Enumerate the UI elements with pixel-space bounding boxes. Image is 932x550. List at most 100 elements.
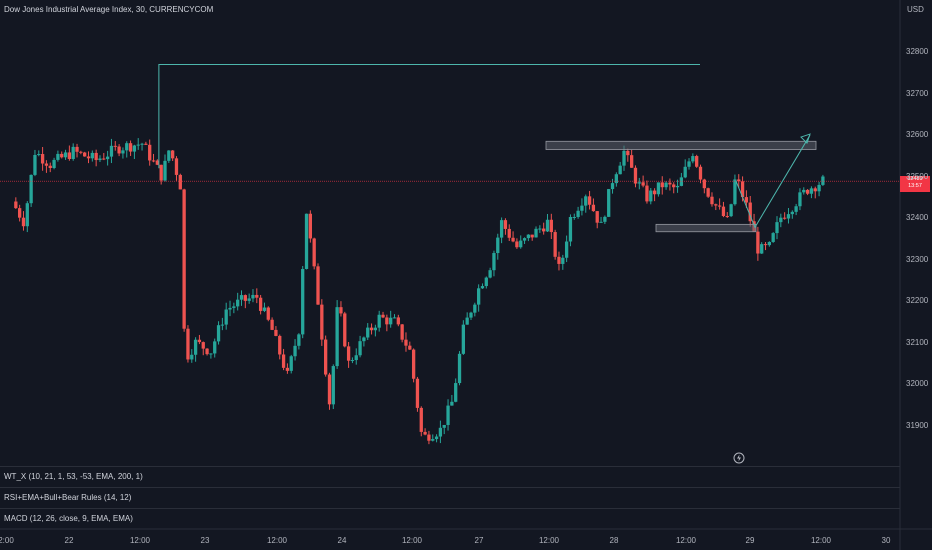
indicator-pane-rsi[interactable]: RSI+EMA+Bull+Bear Rules (14, 12)	[0, 487, 900, 509]
candle-body	[549, 219, 553, 233]
candle-body	[477, 288, 481, 305]
x-tick-label: 12:00	[129, 536, 151, 545]
candle-body	[683, 166, 687, 178]
candle-body	[312, 238, 316, 267]
candle-body	[205, 348, 209, 355]
candle-body	[316, 266, 320, 305]
candle-body	[320, 304, 324, 340]
last-price-time: 13:57	[908, 183, 922, 189]
candle-body	[136, 144, 140, 146]
candle-body	[144, 143, 148, 145]
candle-body	[190, 354, 194, 360]
candle-body	[618, 165, 622, 175]
y-tick-label: 32200	[906, 296, 929, 306]
candle-body	[691, 156, 695, 162]
candle-body	[813, 188, 817, 192]
resistance-high-line	[158, 63, 700, 169]
candle-body	[717, 205, 722, 207]
candle-body	[798, 192, 802, 207]
candle-body	[660, 182, 664, 188]
candle-body	[392, 317, 397, 319]
candle-body	[389, 317, 393, 325]
candle-body	[274, 329, 278, 336]
candle-body	[33, 154, 37, 175]
candle-body	[224, 309, 228, 325]
x-tick-label: 12:00	[401, 536, 423, 545]
candle-body	[228, 307, 232, 310]
candle-body	[381, 314, 385, 318]
indicator-pane-wt[interactable]: WT_X (10, 21, 1, 53, -53, EMA, 200, 1)	[0, 466, 900, 488]
candle-body	[656, 182, 661, 195]
candle-body	[90, 152, 94, 159]
candle-body	[786, 214, 791, 219]
candle-body	[763, 244, 768, 246]
candle-body	[396, 317, 400, 325]
candle-body	[446, 405, 450, 425]
demand-zone	[655, 223, 757, 233]
candle-body	[725, 216, 729, 218]
candle-body	[733, 179, 737, 205]
candle-body	[672, 184, 676, 188]
candle-body	[251, 294, 255, 299]
y-tick-label: 32100	[906, 337, 929, 347]
candle-body	[236, 299, 240, 307]
candle-body	[98, 158, 102, 161]
candle-body	[408, 345, 412, 350]
candle-body	[79, 151, 83, 153]
candle-body	[350, 360, 355, 362]
candle-body	[121, 150, 125, 154]
candle-body	[220, 324, 225, 326]
candle-body	[343, 313, 347, 347]
candle-body	[584, 196, 588, 206]
candle-body	[729, 204, 733, 217]
candle-body	[817, 184, 821, 192]
candle-body	[209, 353, 213, 355]
last-price-value: 32489	[907, 176, 923, 182]
candle-body	[450, 401, 454, 406]
candle-body	[113, 145, 117, 147]
candle-body	[821, 176, 825, 185]
candle-body	[649, 190, 653, 202]
indicator-pane-macd[interactable]: MACD (12, 26, close, 9, EMA, EMA)	[0, 508, 900, 530]
lightning-icon[interactable]	[733, 452, 745, 464]
candle-body	[174, 158, 179, 175]
candle-body	[358, 341, 362, 356]
candle-body	[278, 335, 282, 355]
candle-body	[561, 257, 565, 264]
candle-body	[37, 154, 41, 156]
candle-body	[633, 167, 638, 184]
candle-body	[568, 216, 573, 242]
candle-body	[710, 196, 714, 205]
x-tick-label: 23	[200, 536, 210, 545]
candle-body	[805, 189, 810, 194]
candle-body	[178, 174, 182, 190]
candle-body	[415, 378, 420, 408]
candle-body	[496, 237, 500, 254]
candle-body	[201, 342, 205, 349]
candle-body	[771, 233, 775, 242]
candle-body	[503, 220, 508, 229]
candle-body	[702, 179, 706, 189]
candle-body	[603, 216, 607, 222]
candle-body	[232, 306, 236, 308]
candle-body	[216, 325, 221, 342]
candle-body	[293, 345, 297, 357]
candle-body	[60, 153, 64, 158]
candle-body	[125, 143, 129, 151]
candle-body	[740, 181, 745, 198]
candle-body	[522, 238, 527, 241]
candle-body	[105, 156, 110, 160]
candle-body	[63, 152, 68, 158]
candle-body	[109, 145, 114, 157]
candle-body	[29, 174, 33, 204]
last-price-tag: 32489 13:57	[900, 176, 930, 192]
candle-body	[721, 206, 726, 217]
candle-body	[675, 185, 680, 188]
candle-body	[519, 240, 523, 248]
candle-body	[193, 339, 198, 355]
candle-body	[737, 179, 741, 182]
candle-body	[213, 341, 217, 354]
candle-body	[266, 307, 270, 320]
x-tick-label: 27	[474, 536, 484, 545]
